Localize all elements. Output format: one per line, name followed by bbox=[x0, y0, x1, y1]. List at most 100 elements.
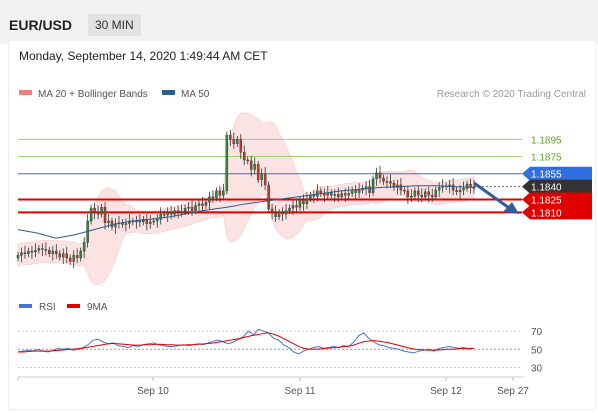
rsi-ma-legend-swatch bbox=[67, 304, 80, 308]
candle-body bbox=[23, 252, 27, 254]
candle-body bbox=[371, 178, 375, 193]
candle-body bbox=[403, 189, 406, 192]
candle-body bbox=[68, 257, 72, 262]
rsi-tick-label: 30 bbox=[531, 363, 543, 374]
candle-body bbox=[347, 193, 350, 196]
level-tag-current bbox=[522, 179, 592, 194]
candle-body bbox=[343, 193, 347, 196]
candle-body bbox=[100, 207, 103, 215]
candle-body bbox=[82, 242, 86, 252]
time-tick-label: Sep 10 bbox=[137, 386, 169, 397]
time-tick-label: Sep 27 bbox=[497, 386, 529, 397]
bollinger-legend-label: MA 20 + Bollinger Bands bbox=[38, 89, 148, 100]
candle-body bbox=[434, 189, 437, 198]
candle-body bbox=[173, 210, 176, 215]
candle-body bbox=[201, 203, 204, 206]
candle-body bbox=[312, 195, 316, 197]
candle-body bbox=[249, 160, 253, 170]
candle-body bbox=[44, 249, 48, 251]
candle-body bbox=[263, 173, 267, 186]
candle-body bbox=[253, 164, 256, 170]
candle-body bbox=[152, 220, 156, 223]
candle-body bbox=[458, 189, 462, 192]
candle-body bbox=[51, 250, 55, 254]
candle-body bbox=[30, 250, 34, 253]
instrument-pair: EUR/USD bbox=[9, 17, 73, 33]
level-label-pivot: 1.1855 bbox=[531, 170, 562, 181]
candle-body bbox=[295, 205, 298, 208]
candle-body bbox=[225, 134, 229, 192]
rsi-ma-legend-label: 9MA bbox=[87, 302, 108, 313]
level-tag-support bbox=[522, 192, 592, 207]
candle-body bbox=[138, 220, 142, 223]
candle-body bbox=[427, 191, 430, 196]
candle-body bbox=[417, 190, 420, 196]
candle-body bbox=[274, 212, 277, 217]
candle-body bbox=[176, 210, 180, 212]
candle-body bbox=[149, 221, 152, 224]
candle-body bbox=[291, 205, 295, 209]
candle-body bbox=[316, 190, 319, 197]
candle-body bbox=[16, 255, 20, 259]
candle-body bbox=[430, 195, 434, 198]
candle-body bbox=[41, 248, 44, 250]
candle-body bbox=[103, 207, 107, 223]
candle-body bbox=[197, 203, 201, 206]
candle-body bbox=[420, 195, 424, 198]
candle-body bbox=[350, 189, 354, 194]
bollinger-legend-swatch bbox=[19, 90, 32, 95]
candle-body bbox=[309, 195, 312, 199]
candle-body bbox=[246, 159, 249, 162]
forecast-arrow-shaft bbox=[473, 181, 513, 212]
candle-body bbox=[180, 211, 183, 213]
candle-body bbox=[340, 193, 343, 198]
level-label-resistance: 1.1895 bbox=[531, 135, 562, 146]
candle-body bbox=[20, 252, 23, 256]
level-label-resistance: 1.1875 bbox=[531, 153, 562, 164]
candle-body bbox=[243, 152, 246, 161]
candle-body bbox=[260, 173, 263, 180]
candle-body bbox=[187, 207, 190, 209]
chart-card bbox=[8, 41, 596, 410]
candle-body bbox=[37, 248, 41, 251]
research-credit: Research © 2020 Trading Central bbox=[437, 89, 586, 100]
candle-body bbox=[469, 183, 472, 187]
candle-body bbox=[288, 207, 291, 211]
candle-body bbox=[96, 212, 100, 215]
candle-body bbox=[93, 207, 96, 213]
candle-body bbox=[229, 134, 232, 140]
candle-body bbox=[211, 196, 215, 199]
forecast-arrow-icon bbox=[503, 202, 519, 214]
candle-body bbox=[375, 172, 378, 180]
candle-body bbox=[48, 250, 51, 254]
candle-body bbox=[89, 207, 93, 222]
rsi-legend-swatch bbox=[19, 304, 32, 308]
rsi-legend-label: RSI bbox=[39, 302, 56, 313]
candle-body bbox=[204, 201, 208, 206]
rsi-ma-line bbox=[18, 332, 474, 353]
candle-body bbox=[256, 164, 260, 180]
candle-body bbox=[155, 219, 159, 222]
timeframe-button[interactable]: 30 MIN bbox=[88, 14, 141, 36]
candle-body bbox=[451, 184, 455, 191]
candle-body bbox=[267, 184, 270, 210]
candle-body bbox=[159, 213, 162, 220]
candle-body bbox=[65, 253, 68, 259]
candle-body bbox=[270, 208, 274, 213]
candle-body bbox=[305, 198, 309, 205]
rsi-tick-label: 70 bbox=[531, 327, 543, 338]
rsi-tick-label: 50 bbox=[531, 345, 543, 356]
level-label-support: 1.1825 bbox=[531, 196, 562, 207]
candle-body bbox=[333, 194, 337, 196]
candle-body bbox=[455, 189, 458, 192]
candle-body bbox=[337, 194, 340, 198]
time-tick-label: Sep 12 bbox=[430, 386, 462, 397]
level-label-current: 1.1840 bbox=[531, 183, 562, 194]
candle-body bbox=[298, 199, 302, 208]
candle-body bbox=[124, 223, 128, 225]
candle-body bbox=[284, 210, 288, 215]
candle-body bbox=[232, 139, 236, 144]
level-tag-pivot bbox=[522, 166, 592, 181]
